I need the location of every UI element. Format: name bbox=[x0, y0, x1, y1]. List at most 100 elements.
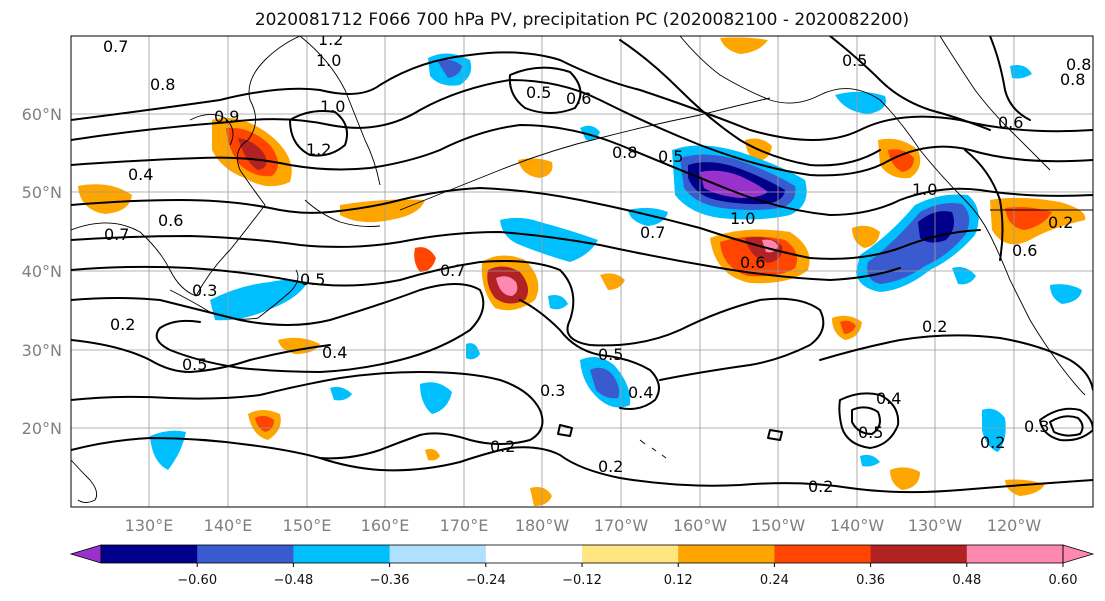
colorbar-tick-label: −0.48 bbox=[273, 573, 313, 588]
colorbar-extend-max bbox=[1062, 544, 1095, 564]
contour-label: 0.5 bbox=[842, 51, 867, 70]
pv-contour bbox=[557, 424, 573, 437]
graticule bbox=[71, 36, 1093, 507]
lat-label: 40°N bbox=[22, 262, 62, 281]
lat-label: 50°N bbox=[22, 183, 62, 202]
colorbar-bin bbox=[197, 545, 294, 563]
contour-label: 0.5 bbox=[858, 423, 883, 442]
precip-negative-blob bbox=[1010, 65, 1032, 79]
precip-positive-blob bbox=[890, 467, 920, 490]
colorbar-tick-label: −0.60 bbox=[177, 573, 217, 588]
sea-of-okhotsk-coast bbox=[189, 114, 234, 146]
contour-label: 0.5 bbox=[300, 270, 325, 289]
contour-label: 0.8 bbox=[1060, 70, 1085, 89]
contour-label: 1.2 bbox=[318, 30, 343, 49]
lon-label: 150°W bbox=[751, 516, 806, 535]
pv-contour bbox=[989, 36, 1031, 121]
contour-label: 0.4 bbox=[128, 165, 153, 184]
contour-label: 0.2 bbox=[808, 477, 833, 496]
contour-label: 0.5 bbox=[526, 83, 551, 102]
lon-label: 160°E bbox=[361, 516, 410, 535]
contour-label: 0.2 bbox=[980, 433, 1005, 452]
contour-label: 1.0 bbox=[316, 51, 341, 70]
colorbar-bin bbox=[774, 545, 872, 563]
map-panel: 0.7 1.2 1.0 0.8 1.0 1.2 0.9 0.4 0.6 0.7 … bbox=[71, 30, 1093, 507]
precip-positive-blob bbox=[600, 273, 625, 290]
contour-label: 0.9 bbox=[214, 107, 239, 126]
alaska-coastline bbox=[679, 36, 1086, 396]
precip-positive-blob bbox=[1005, 207, 1052, 230]
contour-label: 0.4 bbox=[322, 343, 347, 362]
contour-label: 0.6 bbox=[740, 253, 765, 272]
contour-labels: 0.7 1.2 1.0 0.8 1.0 1.2 0.9 0.4 0.6 0.7 … bbox=[103, 30, 1091, 496]
precip-positive-blob bbox=[888, 149, 914, 172]
lat-label: 60°N bbox=[22, 105, 62, 124]
precip-negative-blob bbox=[548, 295, 568, 310]
lon-label: 170°E bbox=[440, 516, 489, 535]
lon-label: 160°W bbox=[673, 516, 728, 535]
colorbar-bin bbox=[870, 545, 968, 563]
precip-positive-blob bbox=[425, 448, 440, 461]
contour-label: 0.5 bbox=[658, 147, 683, 166]
colorbar-tick-label: 0.36 bbox=[856, 573, 885, 588]
precip-negative-blob bbox=[330, 386, 352, 401]
pv-contour bbox=[619, 39, 881, 167]
pv-contour bbox=[71, 437, 1093, 494]
contour-label: 0.2 bbox=[1048, 213, 1073, 232]
contour-label: 0.8 bbox=[612, 143, 637, 162]
contour-label: 0.5 bbox=[598, 345, 623, 364]
precip-positive-blob bbox=[720, 37, 768, 54]
north-america-inland bbox=[939, 36, 1051, 171]
contour-label: 0.6 bbox=[158, 211, 183, 230]
contour-label: 0.7 bbox=[440, 261, 465, 280]
lat-label: 30°N bbox=[22, 341, 62, 360]
precip-negative-blob bbox=[982, 408, 1006, 452]
pv-contour bbox=[71, 339, 331, 373]
lon-label: 140°E bbox=[204, 516, 253, 535]
contour-label: 0.5 bbox=[182, 355, 207, 374]
latitude-labels: 60°N 50°N 40°N 30°N 20°N bbox=[22, 105, 62, 438]
colorbar-tick-label: −0.12 bbox=[562, 573, 602, 588]
colorbar-ticks: −0.60 −0.48 −0.36 −0.24 −0.12 0.12 0.24 0.36 0.4… bbox=[177, 563, 1077, 588]
pv-contour bbox=[71, 187, 981, 260]
contour-label: 1.0 bbox=[912, 180, 937, 199]
contour-label: 0.6 bbox=[1012, 241, 1037, 260]
contour-label: 0.6 bbox=[998, 113, 1023, 132]
kuril-islands bbox=[304, 199, 381, 227]
precip-negative-blob bbox=[835, 91, 886, 114]
contour-label: 0.3 bbox=[540, 381, 565, 400]
contour-label: 0.2 bbox=[490, 437, 515, 456]
lon-label: 140°W bbox=[830, 516, 885, 535]
pv-contour bbox=[71, 231, 901, 281]
pv-contour bbox=[71, 371, 544, 460]
precip-negative-blob bbox=[210, 279, 306, 321]
contour-label: 0.2 bbox=[110, 315, 135, 334]
pv-contour bbox=[829, 36, 991, 131]
pv-contour bbox=[71, 51, 1093, 141]
pv-contour bbox=[71, 260, 825, 381]
map-title: 2020081712 F066 700 hPa PV, precipitatio… bbox=[255, 10, 909, 30]
precip-negative-blob bbox=[150, 430, 186, 470]
pv-contour bbox=[508, 66, 582, 114]
colorbar-bin bbox=[101, 545, 198, 563]
colorbar-extend-min bbox=[69, 544, 102, 564]
colorbar-tick-label: −0.24 bbox=[466, 573, 506, 588]
contour-label: 0.6 bbox=[566, 89, 591, 108]
precip-positive-blob bbox=[518, 158, 553, 178]
lon-label: 180°W bbox=[515, 516, 570, 535]
pv-contour bbox=[819, 334, 1093, 391]
colorbar-tick-label: 0.12 bbox=[664, 573, 693, 588]
colorbar-bin bbox=[389, 545, 487, 563]
lat-label: 20°N bbox=[22, 419, 62, 438]
precip-positive-blob bbox=[414, 247, 436, 272]
pv-contour bbox=[289, 110, 348, 157]
lon-label: 150°E bbox=[283, 516, 332, 535]
colorbar-tick-label: 0.24 bbox=[760, 573, 789, 588]
contour-label: 0.2 bbox=[922, 317, 947, 336]
hawaii-islands bbox=[639, 439, 667, 459]
precip-positive-blob bbox=[840, 320, 856, 334]
contour-label: 0.3 bbox=[192, 281, 217, 300]
colorbar-bin bbox=[966, 545, 1064, 563]
precip-negative-blob bbox=[590, 367, 620, 399]
precip-positive-blob bbox=[496, 276, 518, 296]
